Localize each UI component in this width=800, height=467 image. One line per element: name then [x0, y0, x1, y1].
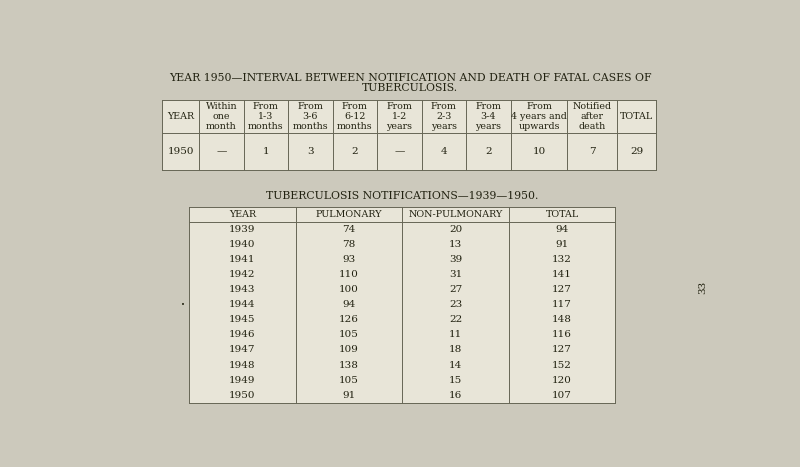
Text: 7: 7 — [589, 147, 595, 156]
Text: NON-PULMONARY: NON-PULMONARY — [409, 210, 502, 219]
Text: TUBERCULOSIS.: TUBERCULOSIS. — [362, 84, 458, 93]
Text: 148: 148 — [552, 315, 572, 325]
Text: 110: 110 — [339, 270, 359, 279]
Text: 11: 11 — [449, 331, 462, 340]
Text: TOTAL: TOTAL — [546, 210, 578, 219]
Text: 39: 39 — [449, 255, 462, 264]
Text: 1950: 1950 — [229, 390, 256, 400]
Text: 126: 126 — [339, 315, 359, 325]
Text: 1944: 1944 — [229, 300, 256, 310]
Text: 33: 33 — [698, 280, 707, 294]
Text: 18: 18 — [449, 346, 462, 354]
Text: 117: 117 — [552, 300, 572, 310]
Text: 27: 27 — [449, 285, 462, 294]
Text: 78: 78 — [342, 241, 355, 249]
Text: 22: 22 — [449, 315, 462, 325]
Text: 15: 15 — [449, 375, 462, 384]
Text: 141: 141 — [552, 270, 572, 279]
Text: 1941: 1941 — [229, 255, 256, 264]
Text: From
4 years and
upwards: From 4 years and upwards — [511, 102, 567, 131]
Text: From
6-12
months: From 6-12 months — [337, 102, 373, 131]
Text: 152: 152 — [552, 361, 572, 369]
Text: 1949: 1949 — [229, 375, 256, 384]
Bar — [162, 100, 657, 170]
Text: 127: 127 — [552, 285, 572, 294]
Bar — [189, 207, 615, 403]
Text: 23: 23 — [449, 300, 462, 310]
Text: 1947: 1947 — [229, 346, 256, 354]
Text: From
1-3
months: From 1-3 months — [248, 102, 284, 131]
Text: 4: 4 — [441, 147, 447, 156]
Text: 13: 13 — [449, 241, 462, 249]
Text: YEAR: YEAR — [167, 112, 194, 121]
Text: —: — — [216, 147, 226, 156]
Text: 2: 2 — [351, 147, 358, 156]
Text: 74: 74 — [342, 226, 355, 234]
Text: 94: 94 — [342, 300, 355, 310]
Text: 1943: 1943 — [229, 285, 256, 294]
Text: 91: 91 — [555, 241, 569, 249]
Text: 1939: 1939 — [229, 226, 256, 234]
Text: YEAR 1950—INTERVAL BETWEEN NOTIFICATION AND DEATH OF FATAL CASES OF: YEAR 1950—INTERVAL BETWEEN NOTIFICATION … — [169, 72, 651, 83]
Text: 10: 10 — [532, 147, 546, 156]
Text: 109: 109 — [339, 346, 359, 354]
Text: From
2-3
years: From 2-3 years — [431, 102, 457, 131]
Text: 132: 132 — [552, 255, 572, 264]
Text: 120: 120 — [552, 375, 572, 384]
Text: 1950: 1950 — [167, 147, 194, 156]
Text: 1946: 1946 — [229, 331, 256, 340]
Text: 1940: 1940 — [229, 241, 256, 249]
Text: Notified
after
death: Notified after death — [573, 102, 612, 131]
Text: Within
one
month: Within one month — [206, 102, 237, 131]
Text: YEAR: YEAR — [229, 210, 256, 219]
Text: 1948: 1948 — [229, 361, 256, 369]
Text: 2: 2 — [485, 147, 492, 156]
Text: From
3-4
years: From 3-4 years — [475, 102, 502, 131]
Text: 105: 105 — [339, 375, 359, 384]
Text: 20: 20 — [449, 226, 462, 234]
Text: 3: 3 — [307, 147, 314, 156]
Text: 29: 29 — [630, 147, 643, 156]
Text: 14: 14 — [449, 361, 462, 369]
Text: •: • — [181, 302, 185, 308]
Text: 91: 91 — [342, 390, 355, 400]
Text: 127: 127 — [552, 346, 572, 354]
Text: 107: 107 — [552, 390, 572, 400]
Text: From
3-6
months: From 3-6 months — [293, 102, 328, 131]
Text: 16: 16 — [449, 390, 462, 400]
Text: TUBERCULOSIS NOTIFICATIONS—1939—1950.: TUBERCULOSIS NOTIFICATIONS—1939—1950. — [266, 191, 538, 201]
Text: 1: 1 — [262, 147, 269, 156]
Text: 1942: 1942 — [229, 270, 256, 279]
Text: 100: 100 — [339, 285, 359, 294]
Text: PULMONARY: PULMONARY — [316, 210, 382, 219]
Text: From
1-2
years: From 1-2 years — [386, 102, 412, 131]
Text: 93: 93 — [342, 255, 355, 264]
Text: TOTAL: TOTAL — [620, 112, 654, 121]
Text: 116: 116 — [552, 331, 572, 340]
Text: 105: 105 — [339, 331, 359, 340]
Text: 1945: 1945 — [229, 315, 256, 325]
Text: —: — — [394, 147, 405, 156]
Text: 94: 94 — [555, 226, 569, 234]
Text: 138: 138 — [339, 361, 359, 369]
Text: 31: 31 — [449, 270, 462, 279]
